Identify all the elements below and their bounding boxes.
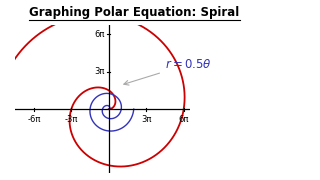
Text: -3π: -3π: [65, 115, 78, 124]
Text: $r = 0.5\theta$: $r = 0.5\theta$: [124, 58, 212, 85]
Text: -6π: -6π: [91, 179, 104, 180]
Text: 6π: 6π: [94, 30, 104, 39]
Text: 6π: 6π: [179, 115, 189, 124]
Text: 3π: 3π: [141, 115, 151, 124]
Text: $r = 3\pi$: $r = 3\pi$: [0, 179, 1, 180]
Text: 3π: 3π: [94, 67, 104, 76]
Text: -6π: -6π: [27, 115, 41, 124]
Text: Graphing Polar Equation: Spiral: Graphing Polar Equation: Spiral: [29, 6, 240, 19]
